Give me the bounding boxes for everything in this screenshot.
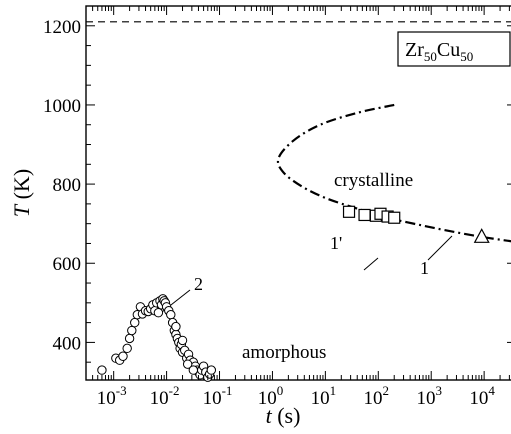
x-tick-label: 104 [469, 383, 495, 409]
curve-label-2: 2 [194, 274, 203, 294]
x-tick-label: 10-2 [150, 383, 180, 409]
square-point [342, 205, 356, 218]
circle-point [171, 321, 181, 332]
svg-text:Zr50Cu50: Zr50Cu50 [405, 39, 473, 64]
square-point [358, 208, 371, 222]
circle-point [177, 335, 188, 346]
x-tick-label: 10-3 [97, 383, 127, 409]
y-tick-label: 1200 [43, 17, 81, 38]
circle-point [97, 365, 107, 375]
circle-point [206, 365, 217, 375]
leader-1 [427, 235, 453, 261]
square-point [388, 211, 401, 224]
x-tick-label: 103 [416, 383, 442, 409]
composition-label: Zr50Cu50 [397, 31, 511, 67]
circle-point [130, 317, 140, 328]
x-tick-label: 100 [258, 383, 284, 409]
circle-point [124, 333, 135, 344]
axis-ticks: 10-3 10-2 10-1 100 101 102 103 104 400 600 800 1000… [43, 5, 511, 409]
y-axis-label-var: T [9, 203, 34, 217]
x-tick-label: 102 [364, 383, 390, 409]
x-axis-label: t (s) [266, 403, 301, 428]
leader-1p [363, 257, 379, 271]
y-tick-label: 800 [53, 175, 82, 196]
svg-text:T (K): T (K) [9, 169, 34, 217]
curve-1 [276, 103, 511, 243]
composition-sub-1: 50 [424, 49, 437, 64]
chart-marks [86, 21, 511, 382]
curve-label-1: 1 [420, 258, 429, 278]
circle-point [118, 351, 128, 361]
x-axis-label-unit: (s) [272, 403, 301, 428]
triangle-point [473, 228, 490, 243]
circle-point [182, 359, 193, 369]
circle-point [166, 309, 176, 320]
y-tick-label: 600 [53, 254, 82, 275]
composition-sub-2: 50 [460, 49, 473, 64]
crystalline-label: crystalline [334, 170, 413, 191]
composition-base-2: Cu [437, 39, 460, 61]
curve-label-1p: 1' [330, 233, 342, 253]
svg-text:t (s): t (s) [266, 403, 301, 428]
y-axis-label-unit: (K) [9, 169, 34, 205]
circle-point [122, 343, 132, 354]
x-tick-label: 101 [311, 383, 337, 409]
circle-point [153, 308, 164, 318]
x-axis-label-var: t [266, 403, 273, 428]
circle-point [188, 365, 199, 375]
plot-frame [85, 5, 511, 381]
y-axis-label: T (K) [9, 169, 34, 217]
amorphous-label: amorphous [242, 342, 326, 363]
x-tick-label: 10-1 [203, 383, 233, 409]
y-tick-label: 400 [53, 333, 82, 354]
composition-base-1: Zr [405, 39, 424, 61]
y-tick-label: 1000 [43, 96, 81, 117]
circle-point [127, 325, 137, 336]
